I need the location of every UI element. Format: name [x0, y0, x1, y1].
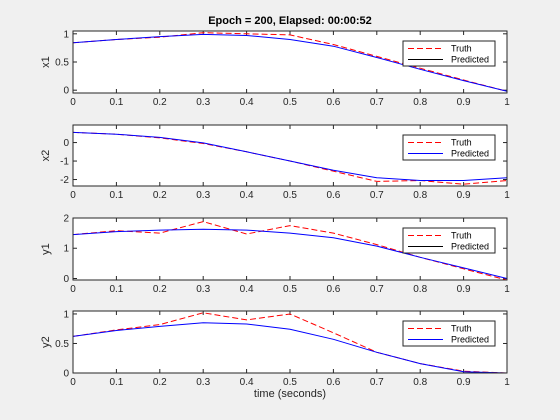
x-tick-label: 0.4: [240, 284, 254, 295]
y-axis-label: y2: [40, 336, 52, 348]
y-tick-label: 1: [63, 244, 69, 255]
legend-box: [402, 320, 496, 347]
x-tick-label: 0.6: [326, 284, 340, 295]
subplot-4: 0 0.1 0.2 0.3 0.4 0.5 0.6 0.7 0.8 0.9 1 0 0.5 1 y2 Trut…: [40, 309, 510, 388]
x-tick-label: 0: [70, 190, 76, 201]
x-tick-label: 0.6: [326, 97, 340, 108]
x-tick-label: 0: [70, 284, 76, 295]
y-tick-label: -1: [60, 157, 69, 168]
x-tick-label: 0.5: [283, 377, 297, 388]
x-tick-label: 0.3: [196, 190, 210, 201]
x-tick-label: 0.2: [153, 377, 167, 388]
figure-xlabel: time (seconds): [254, 388, 326, 400]
series-predicted-line: [73, 131, 507, 181]
legend-truth-label: Truth: [451, 44, 472, 54]
x-tick-label: 0.9: [457, 284, 471, 295]
x-tick-label: 0.9: [457, 97, 471, 108]
y-tick-label: 0: [63, 369, 69, 380]
x-tick-label: 0.4: [240, 377, 254, 388]
axes-box: [72, 30, 508, 94]
y-tick-label: 1: [63, 29, 69, 40]
x-tick-label: 0.5: [283, 97, 297, 108]
x-tick-label: 1: [504, 97, 510, 108]
x-tick-label: 0.7: [370, 97, 384, 108]
legend-truth-label: Truth: [451, 324, 472, 334]
x-tick-label: 0.1: [109, 97, 123, 108]
y-tick-label: 0: [63, 274, 69, 285]
x-tick-label: 0.3: [196, 377, 210, 388]
legend-truth-label: Truth: [451, 231, 472, 241]
axes-box: [72, 124, 508, 187]
subplot-3: 0 0.1 0.2 0.3 0.4 0.5 0.6 0.7 0.8 0.9 1 0 1 2 y1 TruthP…: [40, 214, 510, 296]
x-tick-label: 0.2: [153, 97, 167, 108]
x-tick-label: 1: [504, 377, 510, 388]
x-tick-label: 1: [504, 284, 510, 295]
x-tick-label: 0.5: [283, 284, 297, 295]
y-tick-label: 1: [63, 309, 69, 320]
x-tick-label: 0.2: [153, 284, 167, 295]
series-predicted-line: [73, 322, 507, 373]
x-tick-label: 0.1: [109, 377, 123, 388]
x-tick-label: 0.7: [370, 284, 384, 295]
series-predicted-line: [73, 228, 507, 279]
legend-box: [402, 40, 496, 67]
x-tick-label: 0: [70, 97, 76, 108]
legend-truth-label: Truth: [451, 138, 472, 148]
figure-title: Epoch = 200, Elapsed: 00:00:52: [208, 15, 372, 27]
y-tick-label: 0: [63, 86, 69, 97]
y-tick-label: 2: [63, 214, 69, 225]
legend-predicted-label: Predicted: [451, 335, 489, 345]
subplots: 0 0.1 0.2 0.3 0.4 0.5 0.6 0.7 0.8 0.9 1 0 0.5 1 x1 Trut…: [40, 29, 510, 388]
axes-box: [72, 310, 508, 374]
series-predicted-line: [73, 33, 507, 92]
y-tick-label: 0: [63, 138, 69, 149]
x-tick-label: 0.8: [413, 190, 427, 201]
legend-predicted-label: Predicted: [451, 55, 489, 65]
y-tick-label: 0.5: [55, 339, 69, 350]
x-tick-label: 0.4: [240, 190, 254, 201]
x-tick-label: 0.2: [153, 190, 167, 201]
x-tick-label: 0.6: [326, 377, 340, 388]
x-tick-label: 0: [70, 377, 76, 388]
y-axis-label: x2: [40, 150, 52, 162]
x-tick-label: 0.9: [457, 377, 471, 388]
subplot-2: 0 0.1 0.2 0.3 0.4 0.5 0.6 0.7 0.8 0.9 1 -2 -1 0 x2 Trut…: [40, 124, 510, 201]
x-tick-label: 0.8: [413, 284, 427, 295]
y-axis-label: y1: [40, 243, 52, 255]
legend-predicted-label: Predicted: [451, 242, 489, 252]
subplot-1: 0 0.1 0.2 0.3 0.4 0.5 0.6 0.7 0.8 0.9 1 0 0.5 1 x1 Trut…: [40, 29, 510, 108]
x-tick-label: 0.7: [370, 377, 384, 388]
y-axis-label: x1: [40, 56, 52, 68]
legend-predicted-label: Predicted: [451, 149, 489, 159]
x-tick-label: 0.3: [196, 97, 210, 108]
x-tick-label: 0.4: [240, 97, 254, 108]
x-tick-label: 0.9: [457, 190, 471, 201]
y-tick-label: 0.5: [55, 58, 69, 69]
x-tick-label: 0.5: [283, 190, 297, 201]
x-tick-label: 1: [504, 190, 510, 201]
x-tick-label: 0.8: [413, 97, 427, 108]
x-tick-label: 0.8: [413, 377, 427, 388]
axes-box: [72, 217, 508, 281]
legend-box: [402, 134, 496, 161]
x-tick-label: 0.3: [196, 284, 210, 295]
x-tick-label: 0.6: [326, 190, 340, 201]
legend-box: [402, 227, 496, 254]
x-tick-label: 0.1: [109, 284, 123, 295]
x-tick-label: 0.7: [370, 190, 384, 201]
y-tick-label: -2: [60, 175, 69, 186]
x-tick-label: 0.1: [109, 190, 123, 201]
